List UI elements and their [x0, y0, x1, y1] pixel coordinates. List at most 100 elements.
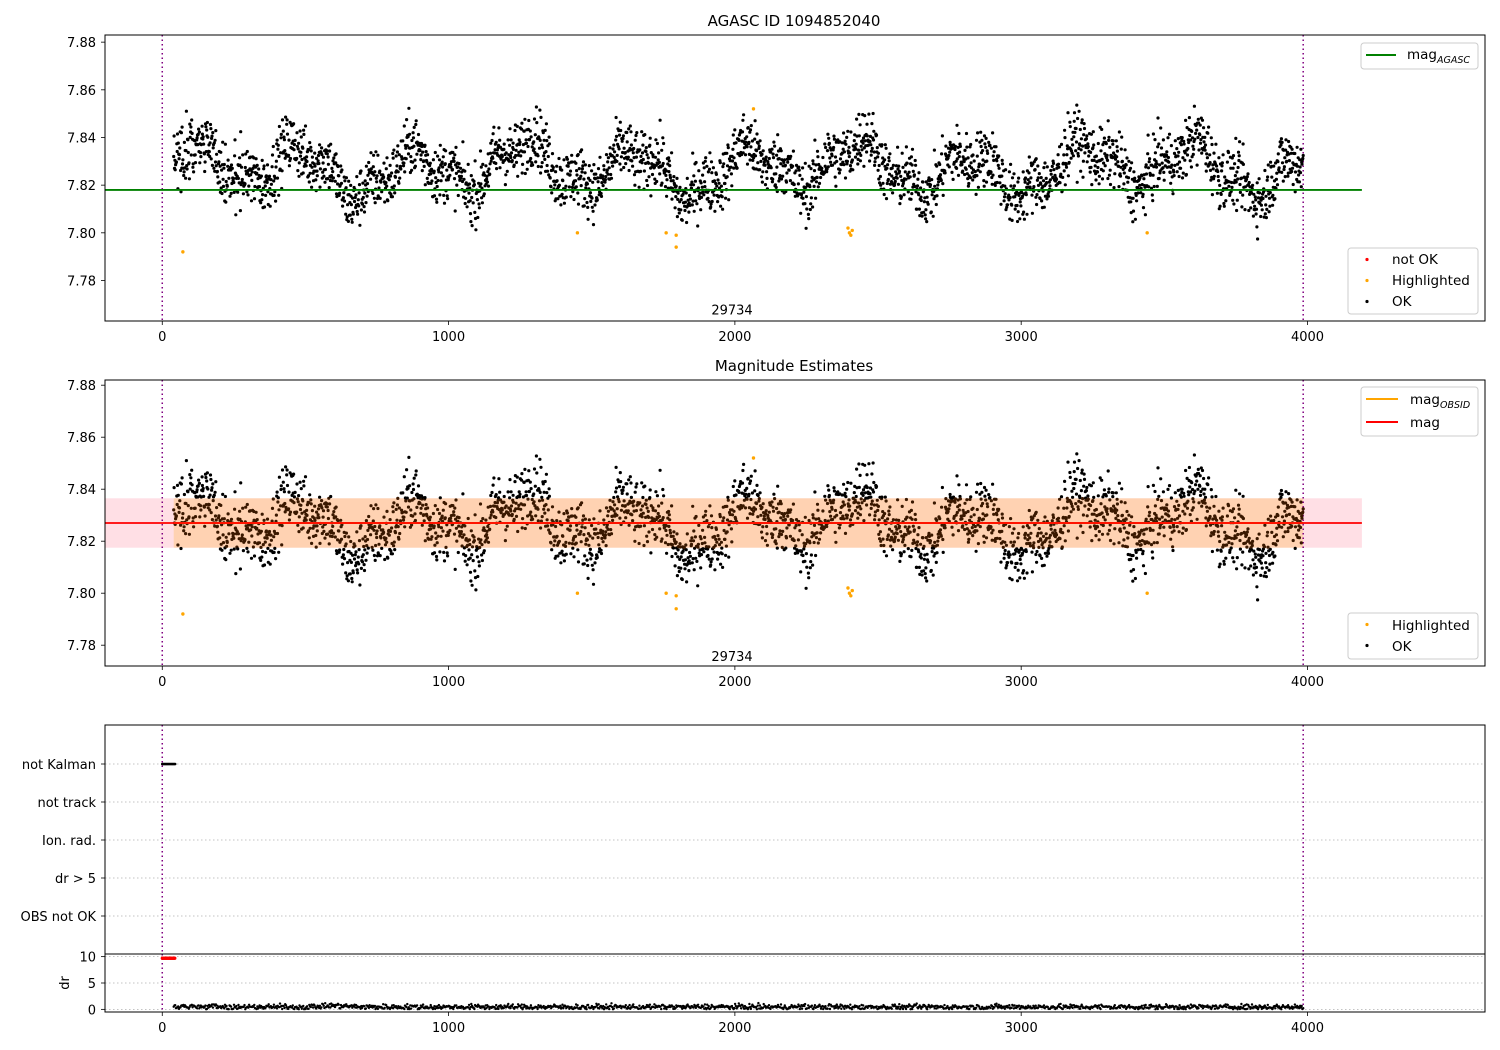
agasc-ok-point	[891, 163, 896, 167]
magnitude-ok-point	[443, 516, 447, 520]
magnitude-ok-point	[675, 574, 680, 578]
magnitude-ok-point	[376, 506, 380, 511]
magnitude-ok-point	[243, 538, 247, 542]
agasc-ok-point	[842, 131, 846, 135]
magnitude-ok-point	[521, 517, 525, 521]
magnitude-ok-point	[862, 519, 866, 523]
agasc-ok-point	[713, 209, 717, 213]
magnitude-ok-point	[374, 503, 378, 507]
magnitude-ok-point	[799, 549, 804, 554]
agasc-ok-point	[731, 133, 735, 137]
agasc-ok-point	[325, 149, 329, 153]
magnitude-ok-point	[857, 485, 861, 489]
agasc-ok-point	[1181, 171, 1185, 175]
agasc-ok-point	[711, 166, 716, 170]
agasc-ok-point	[315, 156, 319, 160]
agasc-ok-point	[1190, 136, 1195, 140]
magnitude-ok-point	[703, 513, 707, 517]
magnitude-ok-point	[543, 511, 547, 515]
agasc-ok-point	[955, 157, 959, 161]
agasc-ok-point	[703, 159, 707, 163]
agasc-ok-point	[184, 149, 188, 153]
agasc-ok-point	[1226, 150, 1231, 155]
agasc-ok-point	[743, 153, 748, 157]
agasc-ok-point	[1059, 142, 1064, 146]
agasc-ok-point	[702, 193, 706, 197]
magnitude-ok-point	[773, 497, 777, 501]
agasc-ok-point	[965, 172, 969, 176]
magnitude-ok-point	[343, 534, 347, 539]
magnitude-ok-point	[231, 532, 236, 536]
agasc-ok-point	[706, 196, 710, 200]
agasc-ok-point	[221, 184, 226, 188]
agasc-ok-point	[297, 174, 301, 178]
agasc-ok-point	[955, 166, 959, 170]
agasc-ok-point	[1235, 208, 1239, 213]
magnitude-ok-point	[288, 512, 292, 517]
agasc-ok-point	[557, 156, 561, 161]
agasc-ok-point	[1265, 178, 1269, 182]
magnitude-ok-point	[757, 499, 761, 503]
agasc-ok-point	[726, 146, 730, 150]
agasc-ok-point	[609, 172, 613, 177]
agasc-ok-point	[468, 212, 473, 216]
agasc-ok-point	[326, 177, 330, 181]
agasc-ok-point	[1264, 194, 1268, 198]
agasc-ok-point	[1236, 165, 1240, 170]
agasc-ok-point	[1086, 142, 1090, 146]
magnitude-ok-point	[660, 537, 664, 541]
magnitude-ok-point	[270, 506, 275, 510]
agasc-ok-point	[1191, 144, 1195, 148]
agasc-ok-point	[1063, 183, 1067, 187]
agasc-ok-point	[779, 149, 783, 153]
magnitude-ok-point	[674, 552, 678, 556]
agasc-ok-point	[645, 153, 649, 157]
magnitude-ok-point	[859, 497, 863, 501]
agasc-ok-point	[213, 138, 217, 142]
magnitude-ok-point	[204, 475, 208, 480]
agasc-ok-point	[1206, 131, 1210, 135]
agasc-ok-point	[205, 120, 209, 125]
magnitude-ok-point	[280, 524, 284, 528]
agasc-ok-point	[1204, 169, 1208, 173]
magnitude-ok-point	[647, 515, 651, 520]
magnitude-ok-point	[480, 553, 484, 557]
agasc-ok-point	[267, 174, 272, 178]
agasc-ok-point	[595, 198, 599, 202]
magnitude-ok-point	[204, 503, 208, 507]
magnitude-ok-point	[526, 497, 530, 501]
agasc-xtick-label-2: 2000	[718, 330, 751, 345]
magnitude-ok-point	[810, 531, 814, 535]
agasc-ok-point	[406, 152, 411, 156]
magnitude-ok-point	[419, 506, 423, 510]
agasc-xtick-label-3: 3000	[1005, 330, 1038, 345]
agasc-ok-point	[308, 171, 312, 175]
agasc-ok-point	[1200, 118, 1205, 122]
agasc-ok-point	[1223, 175, 1227, 179]
magnitude-ok-point	[883, 511, 887, 516]
magnitude-ok-point	[604, 506, 609, 510]
magnitude-ok-point	[175, 483, 180, 487]
magnitude-ok-point	[353, 553, 357, 557]
magnitude-ok-point	[757, 497, 761, 501]
agasc-ok-point	[226, 158, 230, 162]
agasc-ok-point	[1102, 136, 1106, 140]
magnitude-ok-point	[871, 490, 876, 494]
magnitude-ok-point	[891, 548, 895, 552]
magnitude-ok-point	[677, 569, 681, 574]
agasc-ok-point	[870, 122, 874, 126]
agasc-ok-point	[991, 154, 995, 158]
magnitude-ok-point	[694, 514, 698, 519]
agasc-ok-point	[454, 145, 458, 149]
magnitude-ok-point	[668, 531, 673, 535]
magnitude-ok-point	[308, 526, 312, 530]
agasc-ok-point	[1208, 161, 1212, 165]
magnitude-ok-point	[520, 526, 524, 530]
agasc-ok-point	[1216, 174, 1220, 179]
magnitude-ok-point	[844, 495, 848, 499]
magnitude-ok-point	[457, 516, 461, 520]
agasc-ok-point	[578, 177, 582, 181]
agasc-ok-point	[193, 161, 198, 165]
magnitude-ok-point	[706, 525, 711, 529]
agasc-ok-point	[532, 117, 537, 121]
